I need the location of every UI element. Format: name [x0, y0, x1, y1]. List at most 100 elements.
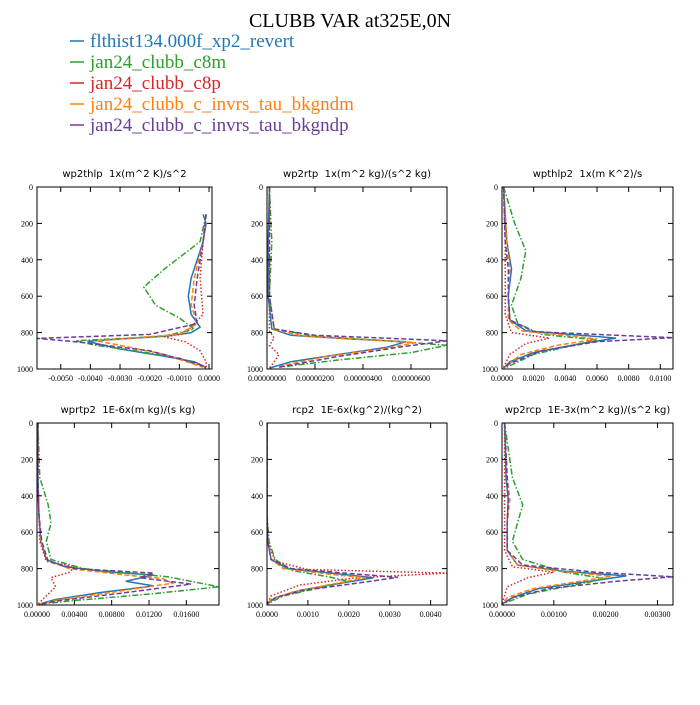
y-tick-label: 1000	[247, 365, 263, 374]
y-tick-label: 400	[21, 492, 33, 501]
x-tick-label: 0.0080	[618, 374, 640, 383]
y-tick-label: 200	[21, 219, 33, 228]
legend-item: jan24_clubb_c_invrs_tau_bkgndm	[70, 94, 354, 115]
series-line	[502, 187, 550, 368]
series-line	[502, 187, 598, 368]
panel-title: wp2thlp 1x(m^2 K)/s^2	[62, 169, 186, 180]
series-line	[502, 187, 673, 369]
x-tick-label: 0.0020	[338, 610, 360, 619]
series-line	[502, 423, 611, 605]
series-line	[164, 214, 207, 368]
x-tick-label: 0.0000	[256, 610, 278, 619]
x-tick-label: 0.0000	[491, 374, 513, 383]
series-line	[37, 423, 219, 605]
x-tick-label: 0.00300	[644, 610, 670, 619]
x-tick-label: -0.0010	[167, 374, 192, 383]
series-group	[502, 187, 673, 369]
panels: wp2thlp 1x(m^2 K)/s^2 0 200 400 600 800 1000 -0…	[17, 169, 674, 619]
series-line	[502, 187, 617, 369]
y-tick-label: 800	[251, 329, 263, 338]
series-line	[502, 187, 598, 368]
y-tick-label: 600	[21, 528, 33, 537]
x-tick-label: -0.0040	[78, 374, 103, 383]
x-tick-label: 0.00000	[24, 610, 50, 619]
y-tick-label: 0	[29, 419, 33, 428]
y-tick-label: 0	[259, 419, 263, 428]
y-tick-label: 1000	[482, 365, 498, 374]
y-tick-label: 600	[251, 292, 263, 301]
legend-label: jan24_clubb_c8p	[89, 73, 221, 94]
x-tick-label: 0.01200	[136, 610, 162, 619]
y-tick-label: 400	[486, 256, 498, 265]
series-line	[268, 187, 416, 368]
series-line	[267, 423, 349, 605]
y-tick-label: 800	[21, 565, 33, 574]
x-tick-label: 0.00400	[61, 610, 87, 619]
series-line	[37, 423, 76, 605]
x-tick-label: 0.00000200	[296, 374, 334, 383]
y-tick-label: 0	[494, 183, 498, 192]
x-tick-label: 0.00000	[489, 610, 515, 619]
series-group	[37, 423, 219, 605]
y-tick-label: 600	[251, 528, 263, 537]
panel-title: wp2rtp 1x(m^2 kg)/(s^2 kg)	[283, 169, 431, 180]
x-tick-label: 0.0040	[420, 610, 442, 619]
legend: flthist134.000f_xp2_revertjan24_clubb_c8…	[70, 31, 354, 136]
y-tick-label: 200	[486, 455, 498, 464]
plot-frame	[266, 186, 448, 370]
x-tick-label: 0.0000	[198, 374, 220, 383]
panel-title: wp2rcp 1E-3x(m^2 kg)/(s^2 kg)	[505, 405, 671, 416]
y-tick-label: 400	[486, 492, 498, 501]
series-line	[267, 423, 447, 605]
series-group	[267, 187, 447, 369]
series-line	[502, 423, 554, 605]
series-group	[502, 423, 673, 605]
legend-label: jan24_clubb_c_invrs_tau_bkgndp	[89, 115, 349, 136]
panel-title: wpthlp2 1x(m K^2)/s	[533, 169, 643, 180]
x-tick-label: 0.0060	[586, 374, 608, 383]
panel-4: wprtp2 1E-6x(m kg)/(s kg) 0 200 400 600 800 10…	[17, 405, 220, 619]
x-tick-label: 0.00000000	[248, 374, 286, 383]
figure-title: CLUBB VAR at325E,0N	[249, 10, 451, 32]
plot-frame	[501, 422, 674, 606]
x-tick-label: 0.00000600	[392, 374, 430, 383]
plot-frame	[36, 422, 220, 606]
panel-title: wprtp2 1E-6x(m kg)/(s kg)	[61, 405, 196, 416]
series-line	[37, 214, 207, 369]
series-group	[37, 214, 207, 369]
x-tick-label: 0.00000400	[344, 374, 382, 383]
series-line	[502, 423, 606, 605]
y-tick-label: 600	[486, 292, 498, 301]
series-line	[37, 423, 175, 605]
y-tick-label: 1000	[482, 601, 498, 610]
x-tick-label: 0.00100	[541, 610, 567, 619]
plot-frame	[266, 422, 448, 606]
x-tick-label: 0.0020	[523, 374, 545, 383]
y-tick-label: 800	[486, 329, 498, 338]
x-tick-label: 0.00200	[593, 610, 619, 619]
y-tick-label: 1000	[247, 601, 263, 610]
plot-frame	[501, 186, 674, 370]
x-tick-label: 0.00800	[99, 610, 125, 619]
x-tick-label: 0.01600	[173, 610, 199, 619]
y-tick-label: 1000	[17, 601, 33, 610]
legend-label: flthist134.000f_xp2_revert	[90, 31, 295, 52]
x-tick-label: 0.0010	[297, 610, 319, 619]
y-tick-label: 200	[251, 455, 263, 464]
y-tick-label: 800	[21, 329, 33, 338]
legend-item: jan24_clubb_c8p	[70, 73, 221, 94]
legend-item: flthist134.000f_xp2_revert	[70, 31, 295, 52]
legend-item: jan24_clubb_c8m	[70, 52, 226, 73]
legend-label: jan24_clubb_c8m	[89, 52, 226, 73]
y-tick-label: 0	[494, 419, 498, 428]
x-tick-label: -0.0020	[137, 374, 162, 383]
y-tick-label: 0	[259, 183, 263, 192]
x-tick-label: 0.0030	[379, 610, 401, 619]
y-tick-label: 600	[21, 292, 33, 301]
y-tick-label: 200	[21, 455, 33, 464]
legend-label: jan24_clubb_c_invrs_tau_bkgndm	[89, 94, 354, 115]
panel-title: rcp2 1E-6x(kg^2)/(kg^2)	[292, 405, 422, 416]
x-tick-label: -0.0030	[108, 374, 133, 383]
